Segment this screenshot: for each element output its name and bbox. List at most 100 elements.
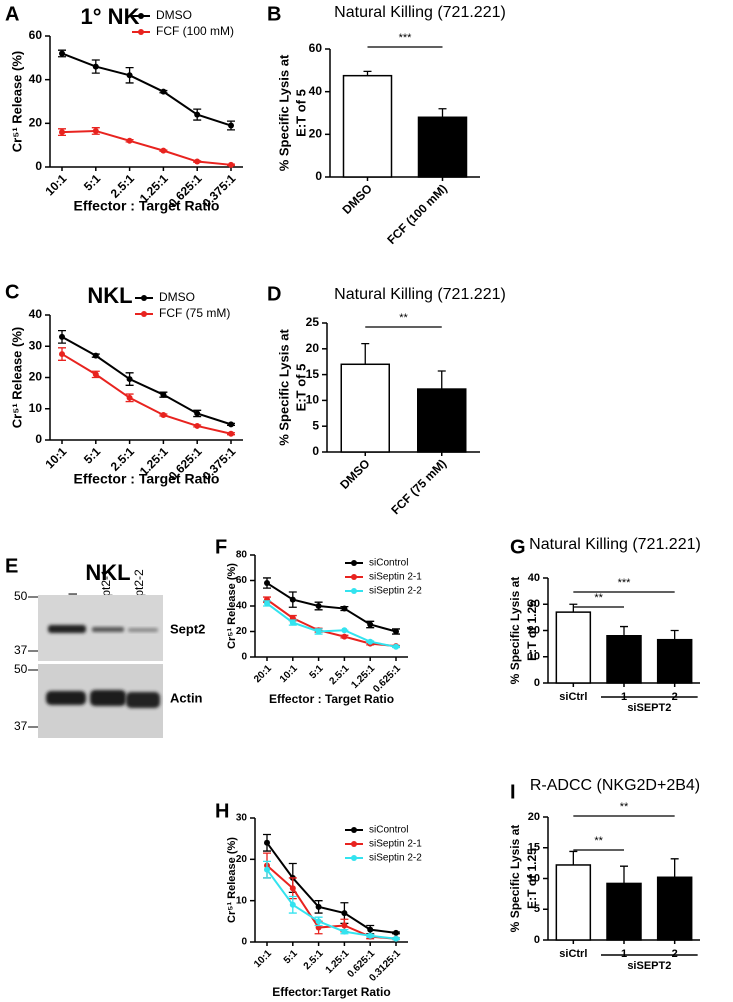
- series-line: [266, 864, 397, 940]
- error-bar: [670, 629, 679, 640]
- point: [289, 596, 296, 603]
- panel-letter: H: [215, 800, 229, 822]
- bar: [417, 388, 467, 453]
- y-tick-label: 10: [528, 651, 540, 663]
- y-tick-label: 25: [306, 315, 320, 329]
- y-axis-label: E:T of 1.25: [525, 600, 539, 661]
- x-tick-label: DMSO: [337, 456, 372, 491]
- y-tick-label: 60: [29, 28, 43, 42]
- y-tick-label: 40: [309, 84, 323, 98]
- significance-label: **: [594, 835, 603, 847]
- legend-swatch: [351, 841, 357, 847]
- bar: [606, 635, 642, 684]
- mw-marker: 37: [14, 643, 28, 657]
- legend-swatch: [351, 827, 357, 833]
- point: [59, 351, 65, 358]
- panel-letter: C: [5, 281, 19, 303]
- point: [367, 638, 374, 645]
- point: [59, 129, 65, 136]
- y-tick-label: 40: [236, 601, 248, 612]
- point: [160, 147, 167, 154]
- bar: [656, 638, 693, 684]
- point: [341, 910, 348, 917]
- y-tick-label: 40: [29, 307, 43, 321]
- panel-letter: F: [215, 536, 227, 558]
- x-tick-label: 2.5:1: [108, 171, 137, 200]
- band: [46, 691, 86, 705]
- point: [341, 928, 348, 935]
- x-axis-label: Effector : Target Ratio: [269, 692, 394, 706]
- x-tick-label: 10:1: [42, 171, 69, 198]
- y-tick-label: 20: [528, 624, 540, 636]
- x-tick-label: 5:1: [81, 444, 103, 466]
- bar: [342, 74, 393, 178]
- y-axis-label: E:T of 1.25: [525, 848, 539, 909]
- point: [289, 619, 296, 626]
- x-tick-label: 2.5:1: [327, 663, 351, 687]
- x-tick-label: FCF (100 mM): [384, 181, 450, 247]
- point: [92, 63, 99, 70]
- point: [92, 352, 99, 359]
- legend-label: FCF (75 mM): [159, 306, 230, 320]
- point: [160, 412, 167, 418]
- y-tick-label: 20: [236, 854, 248, 865]
- point: [126, 376, 133, 383]
- error-bar: [670, 858, 679, 878]
- y-tick-label: 60: [309, 41, 323, 55]
- y-tick-label: 0: [241, 652, 247, 663]
- y-tick-label: 30: [29, 338, 43, 352]
- legend-label: siSeptin 2-1: [369, 839, 422, 850]
- error-bar: [620, 865, 628, 884]
- legend-swatch: [351, 588, 357, 594]
- point: [228, 421, 234, 428]
- series-line: [61, 52, 232, 127]
- y-tick-label: 0: [312, 444, 319, 458]
- x-tick-label: 20:1: [252, 663, 274, 685]
- point: [341, 922, 348, 929]
- y-tick-label: 5: [534, 903, 540, 915]
- y-axis-label: % Specific Lysis at: [276, 54, 291, 171]
- x-tick-label: 10:1: [42, 444, 69, 471]
- point: [228, 430, 234, 437]
- y-axis-label: Cr⁵¹ Release (%): [226, 837, 238, 923]
- y-tick-label: 40: [29, 72, 43, 86]
- significance-label: **: [594, 592, 603, 604]
- y-tick-label: 40: [528, 572, 540, 584]
- mw-marker: 37: [14, 719, 28, 733]
- legend-swatch: [138, 29, 144, 35]
- point: [194, 158, 201, 165]
- y-axis-label: % Specific Lysis at: [508, 577, 522, 685]
- y-tick-label: 20: [306, 341, 320, 355]
- group-label: siSEPT2: [627, 702, 671, 714]
- y-tick-label: 20: [236, 626, 248, 637]
- point: [264, 839, 270, 846]
- point: [194, 422, 201, 429]
- error-bar: [569, 603, 578, 613]
- point: [341, 627, 348, 634]
- legend-swatch: [138, 13, 144, 19]
- point: [393, 929, 399, 936]
- error-bar: [620, 625, 628, 636]
- point: [315, 918, 322, 925]
- x-tick-label: siCtrl: [559, 948, 587, 960]
- point: [194, 111, 201, 118]
- series-line: [266, 582, 397, 633]
- error-bar: [437, 370, 446, 390]
- y-tick-label: 10: [236, 895, 248, 906]
- point: [92, 371, 99, 378]
- y-tick-label: 10: [528, 872, 540, 884]
- point: [264, 580, 270, 587]
- chart-title: Natural Killing (721.221): [529, 536, 701, 553]
- legend-label: DMSO: [156, 8, 192, 22]
- y-axis-label: % Specific Lysis at: [508, 825, 522, 933]
- legend-label: siControl: [369, 558, 408, 569]
- chart-title: Natural Killing (721.221): [334, 4, 506, 21]
- point: [126, 72, 133, 79]
- point: [264, 600, 270, 607]
- chart-title: Natural Killing (721.221): [334, 286, 506, 303]
- x-tick-label: FCF (75 mM): [388, 456, 449, 517]
- y-tick-label: 20: [528, 811, 540, 823]
- legend-label: FCF (100 mM): [156, 24, 234, 38]
- point: [264, 866, 270, 873]
